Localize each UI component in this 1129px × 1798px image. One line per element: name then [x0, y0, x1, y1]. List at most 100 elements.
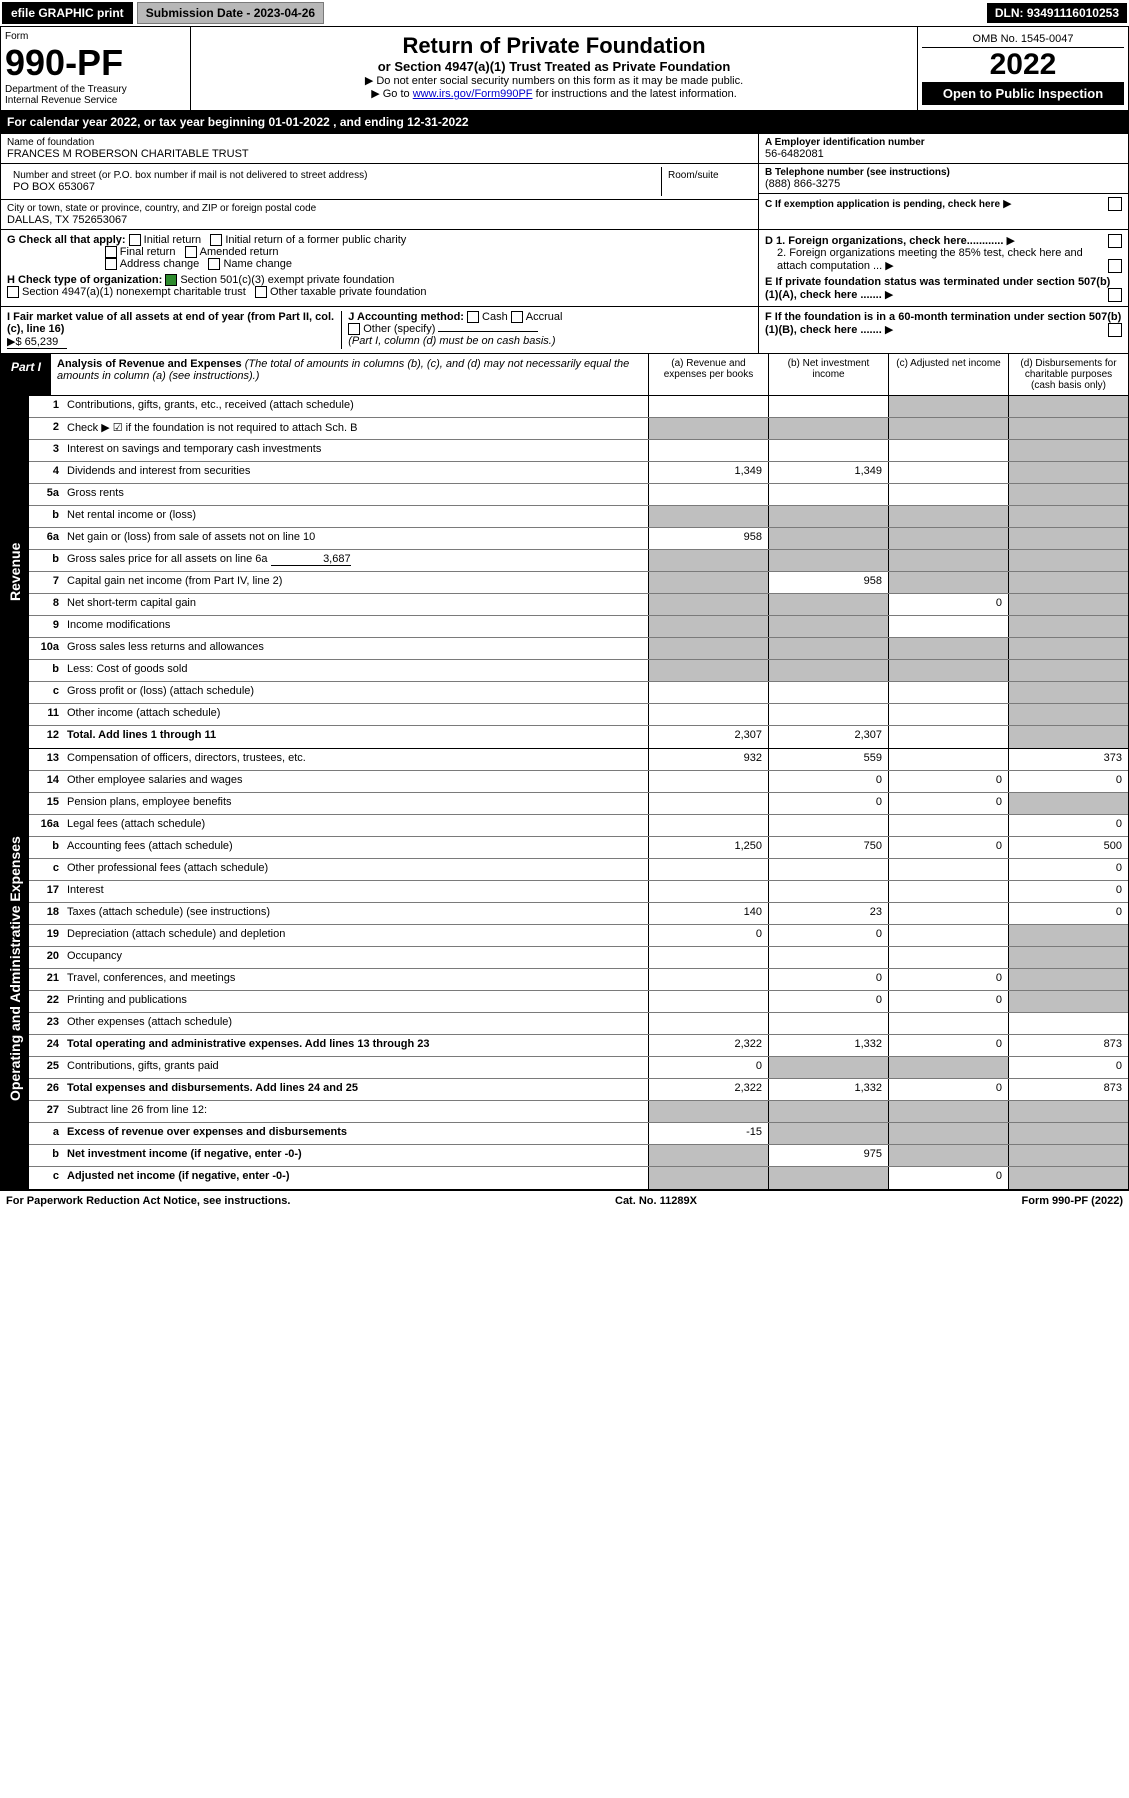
row-desc: Compensation of officers, directors, tru…: [63, 749, 648, 770]
top-bar: efile GRAPHIC print Submission Date - 20…: [0, 0, 1129, 26]
g6-checkbox[interactable]: [208, 258, 220, 270]
h3-checkbox[interactable]: [255, 286, 267, 298]
cell-a: [648, 1013, 768, 1034]
efile-button[interactable]: efile GRAPHIC print: [2, 2, 133, 24]
cell-b: [768, 704, 888, 725]
cell-b: 2,307: [768, 726, 888, 748]
row-num: 23: [29, 1013, 63, 1034]
col-d-header: (d) Disbursements for charitable purpose…: [1008, 354, 1128, 395]
form-title: Return of Private Foundation: [197, 33, 911, 59]
g5-checkbox[interactable]: [105, 258, 117, 270]
row-num: 12: [29, 726, 63, 748]
cell-a: -15: [648, 1123, 768, 1144]
table-row: 17 Interest 0: [29, 881, 1128, 903]
cell-a: 2,307: [648, 726, 768, 748]
info-section: Name of foundation FRANCES M ROBERSON CH…: [0, 134, 1129, 230]
g2-checkbox[interactable]: [210, 234, 222, 246]
cell-a: [648, 638, 768, 659]
d2-checkbox[interactable]: [1108, 259, 1122, 273]
cell-d: [1008, 1123, 1128, 1144]
row-num: 3: [29, 440, 63, 461]
cell-a: [648, 616, 768, 637]
cell-d: 0: [1008, 881, 1128, 902]
cell-d: 0: [1008, 859, 1128, 880]
cell-d: [1008, 1013, 1128, 1034]
g4-checkbox[interactable]: [185, 246, 197, 258]
j-cash-checkbox[interactable]: [467, 311, 479, 323]
table-row: 1 Contributions, gifts, grants, etc., re…: [29, 396, 1128, 418]
revenue-side-label: Revenue: [1, 396, 29, 748]
d1-row: D 1. Foreign organizations, check here..…: [765, 234, 1122, 247]
cell-a: [648, 550, 768, 571]
f-checkbox[interactable]: [1108, 323, 1122, 337]
cell-d: [1008, 550, 1128, 571]
table-row: 25 Contributions, gifts, grants paid 0 0: [29, 1057, 1128, 1079]
g1-checkbox[interactable]: [129, 234, 141, 246]
cell-d: 373: [1008, 749, 1128, 770]
j-other-checkbox[interactable]: [348, 323, 360, 335]
city-label: City or town, state or province, country…: [7, 203, 752, 214]
cell-b: [768, 1123, 888, 1144]
table-row: 22 Printing and publications 0 0: [29, 991, 1128, 1013]
row-num: 13: [29, 749, 63, 770]
row-desc: Total. Add lines 1 through 11: [63, 726, 648, 748]
table-row: 5a Gross rents: [29, 484, 1128, 506]
g5-label: Address change: [120, 258, 200, 270]
table-row: 12 Total. Add lines 1 through 11 2,307 2…: [29, 726, 1128, 748]
instr-2: ▶ Go to www.irs.gov/Form990PF for instru…: [197, 87, 911, 100]
part1-desc: Analysis of Revenue and Expenses (The to…: [51, 354, 648, 395]
cell-c: [888, 638, 1008, 659]
h1-checkbox[interactable]: [165, 274, 177, 286]
col-b-header: (b) Net investment income: [768, 354, 888, 395]
cell-d: 0: [1008, 771, 1128, 792]
cell-c: [888, 749, 1008, 770]
row-desc: Interest: [63, 881, 648, 902]
cell-b: 0: [768, 969, 888, 990]
submission-button[interactable]: Submission Date - 2023-04-26: [137, 2, 324, 24]
room-label: Room/suite: [668, 170, 746, 181]
e-checkbox[interactable]: [1108, 288, 1122, 302]
j2-label: Accrual: [526, 311, 563, 323]
table-row: 15 Pension plans, employee benefits 0 0: [29, 793, 1128, 815]
row-desc: Dividends and interest from securities: [63, 462, 648, 483]
cell-a: 140: [648, 903, 768, 924]
table-row: c Other professional fees (attach schedu…: [29, 859, 1128, 881]
h3-label: Other taxable private foundation: [270, 286, 427, 298]
cell-c: [888, 903, 1008, 924]
row-desc: Interest on savings and temporary cash i…: [63, 440, 648, 461]
cell-c: [888, 418, 1008, 439]
j1-label: Cash: [482, 311, 508, 323]
cell-b: 559: [768, 749, 888, 770]
cell-d: [1008, 506, 1128, 527]
row-num: 11: [29, 704, 63, 725]
row-num: b: [29, 1145, 63, 1166]
j-accrual-checkbox[interactable]: [511, 311, 523, 323]
row-num: b: [29, 660, 63, 681]
instr-2c: for instructions and the latest informat…: [533, 88, 737, 100]
cell-c: [888, 506, 1008, 527]
form-subtitle: or Section 4947(a)(1) Trust Treated as P…: [197, 59, 911, 74]
addr-label: Number and street (or P.O. box number if…: [13, 170, 655, 181]
cell-b: [768, 1101, 888, 1122]
irs-link[interactable]: www.irs.gov/Form990PF: [413, 88, 533, 100]
footer-mid: Cat. No. 11289X: [615, 1195, 697, 1207]
cell-b: 0: [768, 991, 888, 1012]
table-row: 10a Gross sales less returns and allowan…: [29, 638, 1128, 660]
col-c-header: (c) Adjusted net income: [888, 354, 1008, 395]
ein-value: 56-6482081: [765, 148, 1122, 160]
c-checkbox[interactable]: [1108, 197, 1122, 211]
h2-checkbox[interactable]: [7, 286, 19, 298]
cell-a: [648, 793, 768, 814]
cell-a: [648, 682, 768, 703]
table-row: 11 Other income (attach schedule): [29, 704, 1128, 726]
c-label: C If exemption application is pending, c…: [765, 199, 1000, 210]
g3-checkbox[interactable]: [105, 246, 117, 258]
h-label: H Check type of organization:: [7, 274, 162, 286]
phone-value: (888) 866-3275: [765, 178, 1122, 190]
table-row: 14 Other employee salaries and wages 0 0…: [29, 771, 1128, 793]
row-desc: Net gain or (loss) from sale of assets n…: [63, 528, 648, 549]
foundation-name: FRANCES M ROBERSON CHARITABLE TRUST: [7, 148, 752, 160]
d2-row: 2. Foreign organizations meeting the 85%…: [765, 247, 1122, 272]
d1-checkbox[interactable]: [1108, 234, 1122, 248]
row-desc: Excess of revenue over expenses and disb…: [63, 1123, 648, 1144]
